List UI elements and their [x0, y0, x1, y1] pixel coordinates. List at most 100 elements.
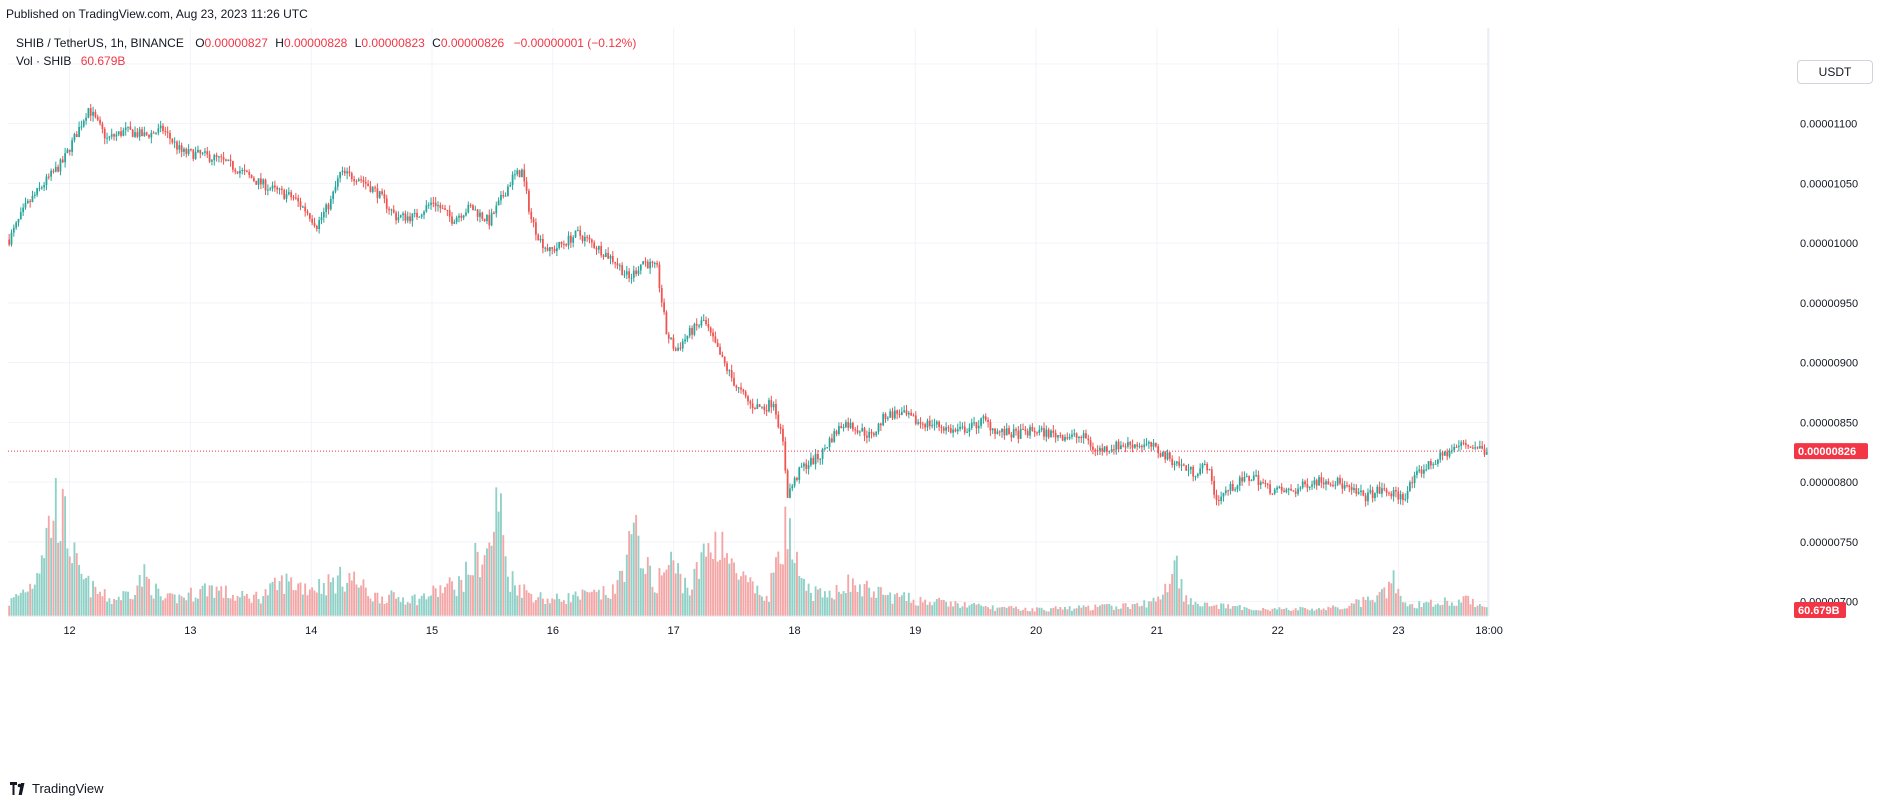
volume-bar	[439, 585, 442, 616]
candle-body	[607, 252, 610, 259]
candle-body	[831, 438, 833, 442]
candle-body	[17, 219, 20, 223]
volume-bar	[481, 564, 484, 616]
candle-body	[1322, 482, 1325, 485]
volume-bar	[947, 606, 950, 616]
open-value: 0.00000827	[204, 36, 268, 50]
volume-bar	[446, 583, 449, 616]
candle-body	[406, 216, 409, 221]
volume-bar	[504, 556, 507, 616]
candle-body	[1306, 484, 1309, 488]
candle-body	[61, 159, 64, 163]
time-axis[interactable]: 12 13 14 15 16 17 18 19 20 21 22 23 18:00	[8, 615, 1503, 637]
candle-body	[120, 131, 122, 136]
volume-bar	[733, 562, 735, 616]
volume-bar	[318, 579, 321, 616]
candle-body	[1430, 461, 1432, 466]
volume-bar	[22, 589, 25, 616]
volume-bar	[458, 576, 460, 616]
candle-body	[1388, 492, 1390, 494]
volume-bar	[989, 609, 992, 616]
volume-bar	[1464, 595, 1467, 616]
volume-bar	[465, 561, 467, 616]
volume-bar	[1290, 610, 1292, 616]
candle-body	[82, 120, 85, 127]
candle-body	[1367, 492, 1369, 502]
candle-body	[15, 222, 18, 228]
symbol-title[interactable]: SHIB / TetherUS, 1h, BINANCE	[16, 36, 184, 50]
volume-bar	[1199, 606, 1202, 616]
volume-bar	[10, 598, 13, 616]
candle-body	[346, 171, 349, 174]
volume-bar	[679, 573, 682, 616]
candle-body	[493, 212, 495, 214]
volume-bar	[793, 562, 796, 616]
candle-body	[1213, 480, 1216, 495]
volume-bar	[1469, 604, 1472, 616]
candle-body	[807, 465, 810, 469]
volume-bar	[775, 557, 777, 616]
high-label: H	[275, 36, 284, 50]
volume-bar	[1108, 604, 1111, 616]
volume-bar	[621, 570, 624, 616]
volume-legend-label[interactable]: Vol · SHIB	[16, 54, 72, 68]
volume-bar	[623, 581, 626, 616]
price-axis[interactable]: 0.000011500.000011000.000010500.00001000…	[1487, 28, 1858, 616]
candle-body	[1478, 446, 1481, 449]
candle-body	[574, 230, 577, 238]
currency-button[interactable]: USDT	[1797, 60, 1873, 84]
volume-bar	[1294, 608, 1297, 616]
volume-bar	[437, 596, 439, 616]
candle-body	[45, 176, 48, 186]
volume-bar	[162, 600, 164, 616]
candle-body	[1241, 477, 1243, 482]
candle-body	[882, 413, 885, 426]
candle-body	[511, 174, 514, 186]
volume-bar	[418, 598, 421, 616]
volume-bar	[392, 592, 395, 616]
published-header: Published on TradingView.com, Aug 23, 20…	[0, 0, 1883, 28]
candle-body	[849, 422, 852, 428]
volume-bar	[938, 597, 941, 616]
candle-body	[639, 264, 642, 271]
candlestick-chart[interactable]: 0.000011500.000011000.000010500.00001000…	[0, 28, 1883, 776]
volume-bar	[343, 591, 346, 616]
candle-body	[644, 261, 647, 263]
volume-bar	[833, 599, 836, 616]
volume-bar	[152, 598, 155, 616]
volume-bar	[681, 593, 684, 616]
volume-bar	[691, 589, 693, 616]
candle-body	[497, 200, 500, 206]
volume-bar	[628, 531, 631, 616]
volume-bar	[266, 595, 269, 616]
candle-body	[1227, 490, 1230, 492]
candle-body	[1292, 490, 1295, 492]
volume-bar	[395, 598, 397, 616]
chart-area[interactable]: 0.000011500.000011000.000010500.00001000…	[0, 28, 1883, 776]
volume-bar	[996, 607, 999, 616]
candle-body	[609, 256, 612, 259]
candle-body	[1075, 433, 1078, 438]
tradingview-logo-icon[interactable]	[10, 782, 28, 796]
volume-bar	[1224, 608, 1227, 616]
candle-body	[124, 127, 127, 131]
candle-body	[959, 426, 961, 430]
candle-body	[1161, 451, 1164, 457]
volume-bar	[213, 597, 216, 616]
volume-bar	[176, 603, 178, 616]
volume-bar	[297, 583, 300, 616]
volume-bar	[875, 597, 878, 616]
volume-bar	[600, 599, 603, 616]
candle-body	[912, 415, 915, 417]
candle-body	[907, 412, 910, 415]
volume-bar	[1485, 607, 1488, 616]
volume-bar	[339, 566, 342, 616]
candle-body	[565, 244, 568, 246]
volume-bar	[977, 603, 980, 616]
volume-bar	[71, 563, 74, 616]
tradingview-brand[interactable]: TradingView	[32, 781, 104, 796]
volume-bar	[968, 605, 971, 616]
candle-body	[36, 188, 39, 195]
candle-body	[173, 141, 176, 143]
volume-bar	[250, 602, 253, 616]
